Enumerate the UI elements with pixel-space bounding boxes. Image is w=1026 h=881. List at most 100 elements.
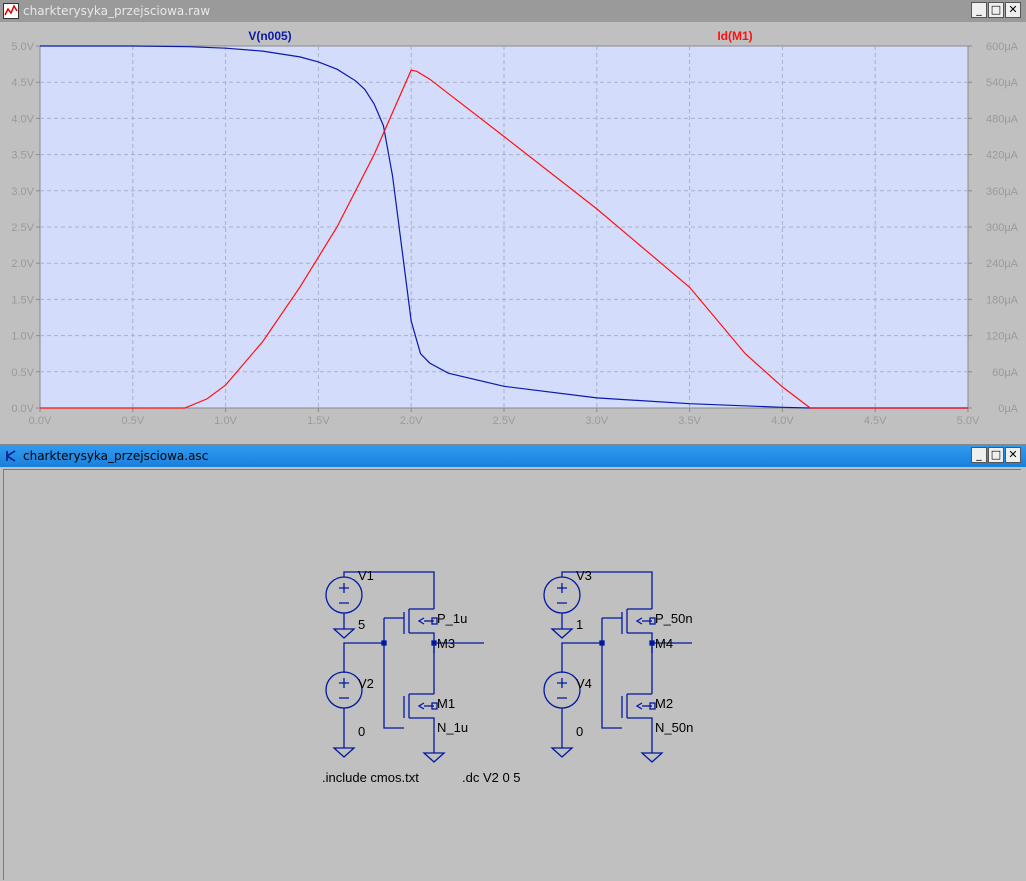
voltage-source-v1[interactable] (325, 571, 435, 639)
minimize-button[interactable]: _ (971, 2, 987, 18)
label-m2-model: N_50n (655, 720, 693, 735)
nmos-m1[interactable] (403, 644, 438, 728)
series-point (262, 50, 263, 51)
x-tick-label: 4.5V (864, 415, 887, 427)
series-point (429, 363, 430, 364)
x-tick-label: 0.0V (29, 415, 52, 427)
y-left-tick-label: 2.0V (11, 258, 34, 270)
label-m3-model: P_1u (437, 611, 467, 626)
y-right-tick-label: 0μA (998, 403, 1018, 415)
voltage-source-v3[interactable] (543, 571, 653, 639)
series-point (596, 208, 597, 209)
y-left-tick-label: 3.5V (11, 150, 34, 162)
spice-directive-include[interactable]: .include cmos.txt (322, 770, 419, 785)
nmos-m2[interactable] (621, 644, 656, 728)
series-point (448, 373, 449, 374)
schematic-titlebar[interactable]: charkterysyka_przejsciowa.asc _ □ ✕ (0, 445, 1026, 467)
schematic-app-icon (6, 450, 16, 462)
series-point (299, 287, 300, 288)
series-point (336, 226, 337, 227)
y-right-tick-label: 240μA (986, 258, 1019, 270)
series-point (392, 112, 393, 113)
series-point (392, 176, 393, 177)
y-right-tick-label: 420μA (986, 150, 1019, 162)
series-point (373, 103, 374, 104)
y-left-tick-label: 0.0V (11, 403, 34, 415)
waveform-titlebar[interactable]: charkterysyka_przejsciowa.raw _ □ ✕ (0, 0, 1026, 22)
label-v1: V1 (358, 568, 374, 583)
series-point (364, 89, 365, 90)
y-left-tick-label: 5.0V (11, 41, 34, 53)
y-right-tick-label: 300μA (986, 222, 1019, 234)
y-right-tick-label: 360μA (986, 186, 1019, 198)
x-tick-label: 1.5V (307, 415, 330, 427)
schematic-drawing[interactable]: V1 5 P_1u M3 V2 0 M1 N_1u V3 1 P_50n M4 … (4, 470, 1021, 880)
series-point (299, 56, 300, 57)
x-tick-label: 5.0V (957, 415, 980, 427)
series-point (782, 407, 783, 408)
label-m1: M1 (437, 696, 455, 711)
series-point (967, 407, 968, 408)
series-point (875, 407, 876, 408)
spice-directive-dc[interactable]: .dc V2 0 5 (462, 770, 521, 785)
series-point (416, 71, 417, 72)
waveform-plot[interactable]: 0.0V 0.5V 1.0V 1.5V 2.0V 2.5V 3.0V 3.5V 4.0V 4.5V… (0, 22, 1026, 440)
series-point (401, 248, 402, 249)
series-line-idm1[interactable] (40, 69, 968, 409)
series-point (188, 46, 189, 47)
close-button[interactable]: ✕ (1005, 2, 1021, 18)
minimize-button[interactable]: _ (971, 447, 987, 463)
x-tick-label: 2.0V (400, 415, 423, 427)
y-left-tick-label: 0.5V (11, 367, 34, 379)
label-v2-value: 0 (358, 724, 365, 739)
series-line-vn005[interactable] (40, 45, 968, 409)
maximize-button[interactable]: □ (988, 2, 1004, 18)
x-tick-label: 3.0V (585, 415, 608, 427)
series-point (132, 407, 133, 408)
circuit-1[interactable] (325, 571, 484, 763)
voltage-source-v2[interactable] (325, 671, 363, 758)
y-left-tick-label: 1.5V (11, 294, 34, 306)
label-v3-value: 1 (576, 617, 583, 632)
series-point (782, 386, 783, 387)
series-point (206, 398, 207, 399)
pmos-m3[interactable] (403, 608, 438, 643)
y-right-tick-label: 480μA (986, 113, 1019, 125)
series-point (132, 45, 133, 46)
y-left-tick-label: 4.0V (11, 113, 34, 125)
y-left-tick-label: 1.0V (11, 331, 34, 343)
label-v4: V4 (576, 676, 592, 691)
x-tick-label: 4.0V (771, 415, 794, 427)
series-legend-label[interactable]: V(n005) (248, 29, 291, 43)
series-point (318, 61, 319, 62)
schematic-canvas[interactable]: V1 5 P_1u M3 V2 0 M1 N_1u V3 1 P_50n M4 … (3, 469, 1021, 880)
series-point (262, 341, 263, 342)
series-point (420, 353, 421, 354)
close-button[interactable]: ✕ (1005, 447, 1021, 463)
y-left-tick-label: 3.0V (11, 186, 34, 198)
schematic-window-title: charkterysyka_przejsciowa.asc (23, 449, 209, 463)
x-tick-label: 2.5V (493, 415, 516, 427)
x-tick-label: 3.5V (678, 415, 701, 427)
waveform-app-icon (3, 3, 19, 19)
series-legend-label[interactable]: Id(M1) (717, 29, 752, 43)
series-point (503, 386, 504, 387)
y-left-tick-label: 4.5V (11, 77, 34, 89)
label-m4: M4 (655, 636, 673, 651)
series-point (184, 407, 185, 408)
series-point (39, 45, 40, 46)
label-v3: V3 (576, 568, 592, 583)
series-point (689, 403, 690, 404)
maximize-button[interactable]: □ (988, 447, 1004, 463)
pmos-m4[interactable] (621, 608, 656, 643)
y-right-tick-label: 600μA (986, 41, 1019, 53)
label-m3: M3 (437, 636, 455, 651)
waveform-window-title: charkterysyka_przejsciowa.raw (23, 4, 211, 18)
circuit-2[interactable] (543, 571, 692, 763)
series-point (596, 397, 597, 398)
label-m4-model: P_50n (655, 611, 693, 626)
x-tick-label: 1.0V (214, 415, 237, 427)
voltage-source-v4[interactable] (543, 671, 581, 758)
series-point (336, 69, 337, 70)
y-left-tick-label: 2.5V (11, 222, 34, 234)
